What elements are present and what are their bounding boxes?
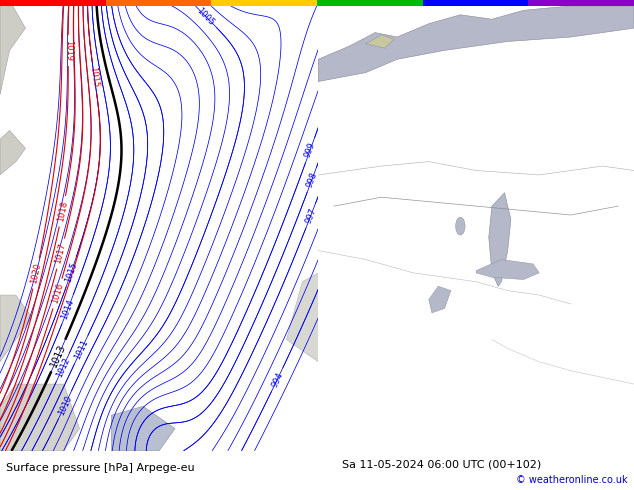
Text: Surface pressure [hPa] Arpege-eu: Surface pressure [hPa] Arpege-eu (6, 464, 195, 473)
Polygon shape (0, 295, 32, 362)
Text: 999: 999 (303, 141, 317, 159)
Text: 1010: 1010 (56, 393, 74, 416)
Text: 1005: 1005 (195, 6, 216, 27)
Text: 1016: 1016 (50, 282, 65, 305)
Bar (423, 0, 528, 6)
Polygon shape (112, 406, 175, 451)
Polygon shape (318, 6, 634, 81)
Polygon shape (0, 384, 80, 451)
Text: 1014: 1014 (60, 298, 75, 321)
Text: 997: 997 (304, 207, 318, 225)
Bar (0, 0, 106, 6)
Text: 1019: 1019 (63, 40, 73, 61)
Text: 1020: 1020 (30, 262, 43, 285)
Text: 1015: 1015 (89, 66, 100, 88)
Polygon shape (0, 130, 25, 175)
Text: 994: 994 (270, 370, 285, 389)
Polygon shape (366, 35, 394, 48)
Bar (528, 0, 634, 6)
Text: 1015: 1015 (63, 261, 79, 283)
Polygon shape (476, 260, 540, 279)
Ellipse shape (456, 217, 465, 235)
Text: Sa 11-05-2024 06:00 UTC (00+102): Sa 11-05-2024 06:00 UTC (00+102) (342, 460, 541, 469)
Text: 1013: 1013 (49, 343, 68, 369)
Text: 1018: 1018 (56, 200, 69, 222)
Text: © weatheronline.co.uk: © weatheronline.co.uk (516, 475, 628, 485)
Text: 1011: 1011 (73, 338, 90, 361)
Bar (211, 0, 317, 6)
Bar (106, 0, 211, 6)
Text: 1017: 1017 (54, 242, 68, 265)
Bar (317, 0, 423, 6)
Text: 1012: 1012 (55, 356, 71, 379)
Polygon shape (287, 273, 318, 362)
Polygon shape (489, 193, 511, 286)
Polygon shape (0, 6, 25, 95)
Polygon shape (429, 286, 451, 313)
Text: 998: 998 (305, 171, 319, 189)
